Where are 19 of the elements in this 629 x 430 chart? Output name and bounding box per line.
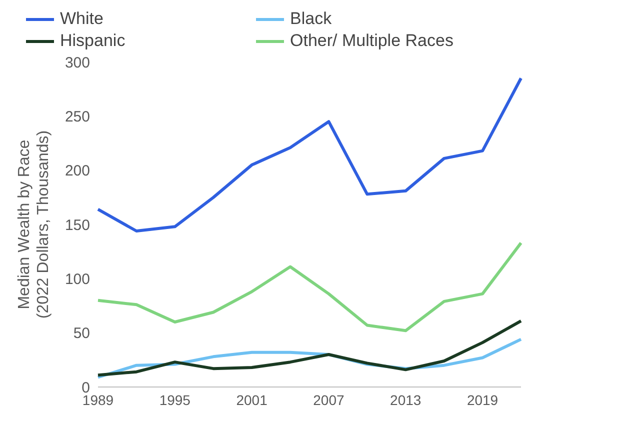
- legend-label: Hispanic: [60, 31, 126, 51]
- legend-label: Other/ Multiple Races: [290, 31, 454, 51]
- y-tick-label: 100: [64, 270, 90, 288]
- y-tick-label: 250: [64, 108, 90, 126]
- y-tick-label: 50: [73, 325, 90, 342]
- x-tick-label: 2007: [313, 392, 345, 408]
- x-tick-label: 2019: [466, 392, 498, 408]
- legend-label: Black: [290, 9, 332, 29]
- x-tick-label: 2013: [390, 392, 422, 408]
- x-tick-label: 1995: [159, 392, 191, 408]
- x-tick-label: 2001: [236, 392, 268, 408]
- y-tick-label: 200: [64, 162, 90, 180]
- line-series: [96, 241, 522, 332]
- y-tick-label: 150: [64, 216, 90, 234]
- line-series: [96, 319, 522, 377]
- legend-label: White: [60, 9, 104, 29]
- y-axis-title: Median Wealth by Race (2022 Dollars, Thousands): [16, 130, 52, 319]
- line-series: [96, 76, 522, 232]
- y-tick-label: 300: [64, 54, 90, 72]
